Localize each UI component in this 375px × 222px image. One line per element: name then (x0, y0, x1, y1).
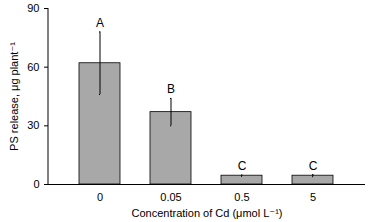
svg-text:0.05: 0.05 (160, 191, 181, 203)
svg-text:0: 0 (33, 178, 39, 190)
svg-text:B: B (167, 82, 175, 96)
svg-text:60: 60 (27, 61, 39, 73)
svg-text:5: 5 (310, 191, 316, 203)
svg-text:C: C (309, 159, 318, 173)
svg-text:0.5: 0.5 (234, 191, 249, 203)
svg-text:A: A (96, 16, 104, 30)
svg-text:90: 90 (27, 2, 39, 14)
svg-text:0: 0 (97, 191, 103, 203)
svg-text:PS release, μg plant⁻¹: PS release, μg plant⁻¹ (8, 42, 20, 151)
svg-text:30: 30 (27, 119, 39, 131)
svg-text:Concentration of Cd (μmol L⁻¹): Concentration of Cd (μmol L⁻¹) (132, 207, 283, 219)
svg-text:C: C (238, 159, 247, 173)
